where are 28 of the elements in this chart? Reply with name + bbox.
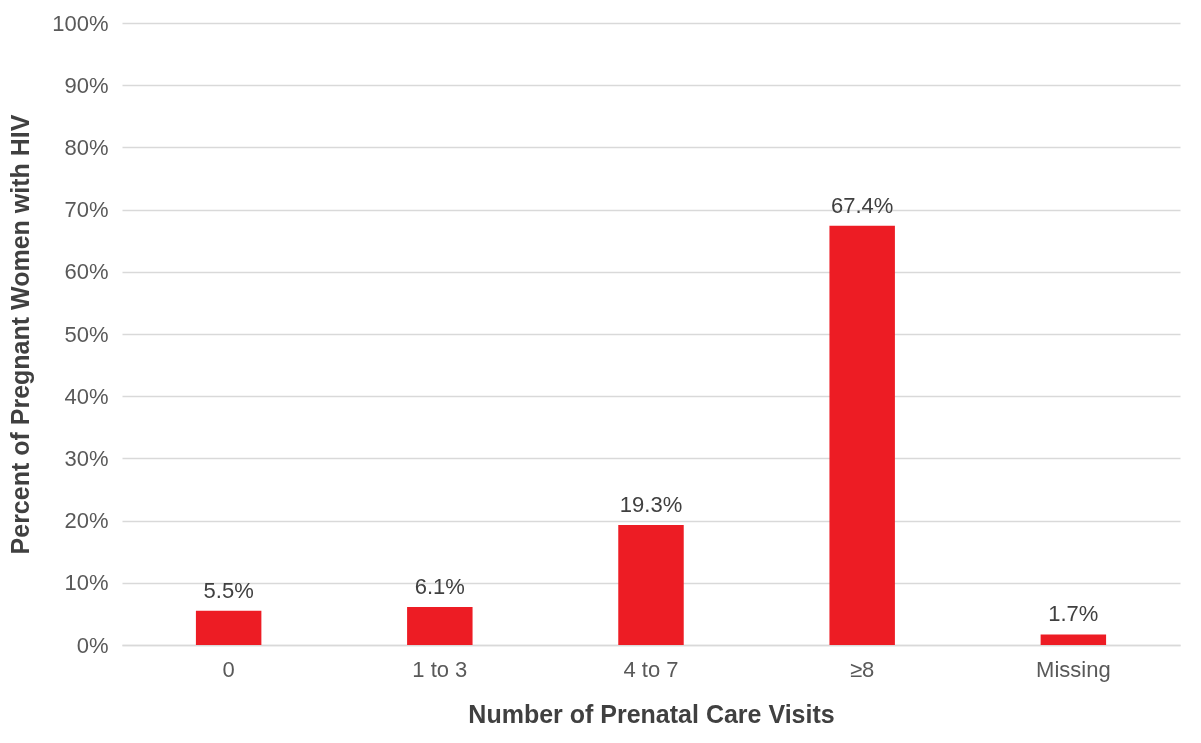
bar xyxy=(407,607,473,645)
y-tick-label: 40% xyxy=(64,383,109,409)
data-label: 1.7% xyxy=(1048,601,1099,627)
x-tick-label: 4 to 7 xyxy=(623,656,679,682)
y-tick-label: 60% xyxy=(64,259,109,285)
y-axis-title: Percent of Pregnant Women with HIV xyxy=(6,114,35,555)
y-tick-label: 30% xyxy=(64,445,109,471)
bar xyxy=(829,225,895,645)
y-tick-label: 100% xyxy=(52,10,109,36)
data-label: 6.1% xyxy=(414,574,465,600)
bar xyxy=(618,524,684,645)
x-tick-label: ≥8 xyxy=(850,656,875,682)
x-axis-title: Number of Prenatal Care Visits xyxy=(468,699,835,728)
y-tick-label: 50% xyxy=(64,321,109,347)
y-tick-label: 80% xyxy=(64,134,109,160)
data-label: 5.5% xyxy=(203,577,254,603)
data-label: 67.4% xyxy=(830,192,894,218)
y-tick-label: 20% xyxy=(64,508,109,534)
y-tick-label: 0% xyxy=(76,632,109,658)
x-tick-label: 0 xyxy=(222,656,235,682)
y-tick-label: 10% xyxy=(64,570,109,596)
x-tick-label: Missing xyxy=(1036,656,1111,682)
bar xyxy=(1040,634,1107,645)
bar xyxy=(195,610,262,645)
y-tick-label: 70% xyxy=(64,197,109,223)
data-label: 19.3% xyxy=(619,491,683,517)
y-tick-label: 90% xyxy=(64,72,109,98)
x-tick-label: 1 to 3 xyxy=(412,656,468,682)
